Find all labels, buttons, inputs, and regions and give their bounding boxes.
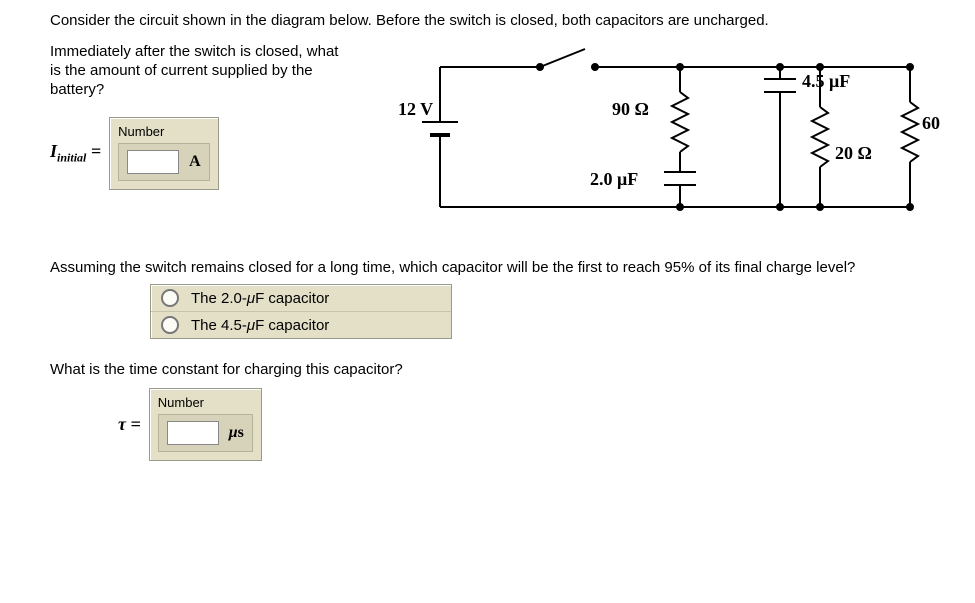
svg-text:20 Ω: 20 Ω <box>835 143 872 163</box>
circuit-diagram: 12 V 90 Ω 2.0 μF 4.5 μF 20 Ω 60 Ω <box>380 7 940 241</box>
page: Consider the circuit shown in the diagra… <box>0 0 975 603</box>
svg-text:12 V: 12 V <box>398 99 433 119</box>
q1-prompt: Immediately after the switch is closed, … <box>50 43 350 99</box>
radio-icon <box>161 289 179 307</box>
q3-unit: μs <box>229 424 244 442</box>
q3-box-body: μs <box>158 414 253 452</box>
q3-number-box: Number μs <box>149 388 262 461</box>
q3-prompt: What is the time constant for charging t… <box>50 361 935 378</box>
svg-text:2.0 μF: 2.0 μF <box>590 169 638 189</box>
q2-option-0[interactable]: The 2.0-μF capacitor <box>151 285 451 312</box>
q2-option-label: The 4.5-μF capacitor <box>191 317 329 334</box>
q1-number-box: Number A <box>109 117 219 190</box>
question2: Assuming the switch remains closed for a… <box>50 259 935 339</box>
svg-text:60 Ω: 60 Ω <box>922 113 940 133</box>
q1-variable: Iinitial = <box>50 141 101 166</box>
q1-input-row: Iinitial = Number A <box>50 117 350 190</box>
q2-options: The 2.0-μF capacitor The 4.5-μF capacito… <box>150 284 452 339</box>
q3-input[interactable] <box>167 421 219 445</box>
q1-unit: A <box>189 153 201 171</box>
svg-text:4.5 μF: 4.5 μF <box>802 71 850 91</box>
q1-input[interactable] <box>127 150 179 174</box>
question3: What is the time constant for charging t… <box>50 361 935 461</box>
radio-icon <box>161 316 179 334</box>
q1-left: Immediately after the switch is closed, … <box>50 43 350 190</box>
q1-box-header: Number <box>118 124 210 139</box>
q3-input-row: τ = Number μs <box>118 388 935 461</box>
q2-option-1[interactable]: The 4.5-μF capacitor <box>151 312 451 338</box>
svg-text:90 Ω: 90 Ω <box>612 99 649 119</box>
q2-option-label: The 2.0-μF capacitor <box>191 290 329 307</box>
q3-box-header: Number <box>158 395 253 410</box>
q1-box-body: A <box>118 143 210 181</box>
q2-prompt: Assuming the switch remains closed for a… <box>50 259 935 276</box>
q3-variable: τ = <box>118 414 141 435</box>
question1-row: Immediately after the switch is closed, … <box>50 43 935 241</box>
